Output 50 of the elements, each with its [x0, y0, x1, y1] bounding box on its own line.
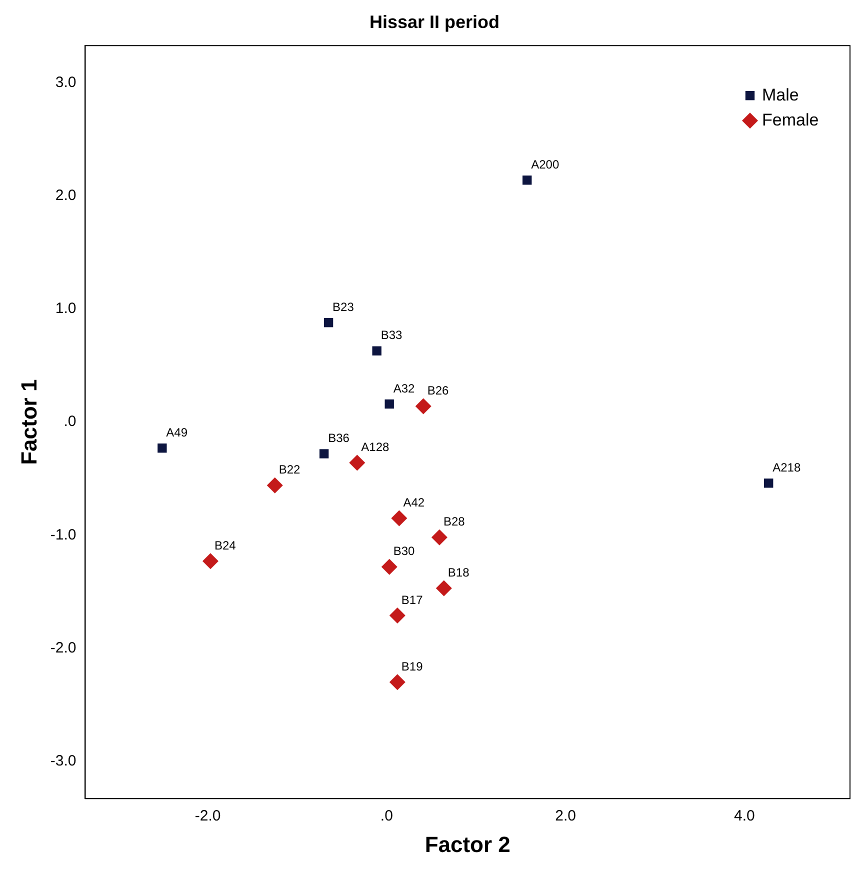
y-tick-label: 3.0	[55, 74, 76, 92]
chart-title: Hissar II period	[369, 12, 500, 32]
point	[319, 449, 329, 458]
annotation: B23	[332, 300, 354, 314]
annotation: B22	[278, 462, 301, 477]
annotation: B28	[443, 514, 466, 529]
point	[764, 478, 774, 488]
point	[158, 444, 167, 453]
annotation: A42	[403, 496, 425, 510]
annotation: A218	[772, 460, 801, 474]
annotation: B36	[328, 431, 350, 446]
annotation: B18	[448, 566, 470, 580]
point	[522, 176, 532, 185]
legend-label: Male	[762, 85, 799, 104]
point	[384, 399, 394, 409]
legend-label: Female	[762, 110, 819, 130]
annotation: B17	[401, 592, 424, 607]
annotation: A32	[393, 381, 416, 396]
point	[381, 558, 398, 575]
annotation: A200	[531, 157, 560, 172]
y-tick-label: -3.0	[50, 752, 76, 770]
y-tick-label: .0	[64, 413, 76, 430]
point	[372, 346, 382, 356]
point	[324, 318, 334, 328]
y-tick-label: -1.0	[50, 526, 76, 544]
point	[415, 398, 432, 414]
point	[391, 510, 408, 526]
y-tick-label: -2.0	[50, 639, 76, 656]
x-tick-label: .0	[380, 808, 393, 825]
point	[202, 553, 218, 570]
annotation: B26	[427, 384, 450, 398]
y-axis-title: Factor 1	[16, 379, 42, 465]
point	[431, 529, 448, 546]
point	[389, 607, 406, 624]
annotation: A128	[361, 440, 390, 454]
x-tick-label: 4.0	[734, 808, 755, 825]
x-tick-label: 2.0	[555, 808, 576, 825]
annotation: B33	[380, 328, 403, 342]
annotation: B19	[401, 659, 424, 674]
point	[389, 674, 406, 690]
x-axis-title: Factor 2	[424, 832, 510, 857]
point	[349, 454, 366, 471]
x-tick-label: -2.0	[194, 808, 221, 825]
point	[436, 580, 452, 596]
annotation: B24	[214, 538, 236, 552]
annotation: A49	[166, 425, 188, 440]
y-tick-label: 2.0	[55, 187, 76, 204]
annotation: B30	[393, 544, 416, 558]
y-tick-label: 1.0	[55, 300, 76, 318]
point	[266, 477, 283, 494]
